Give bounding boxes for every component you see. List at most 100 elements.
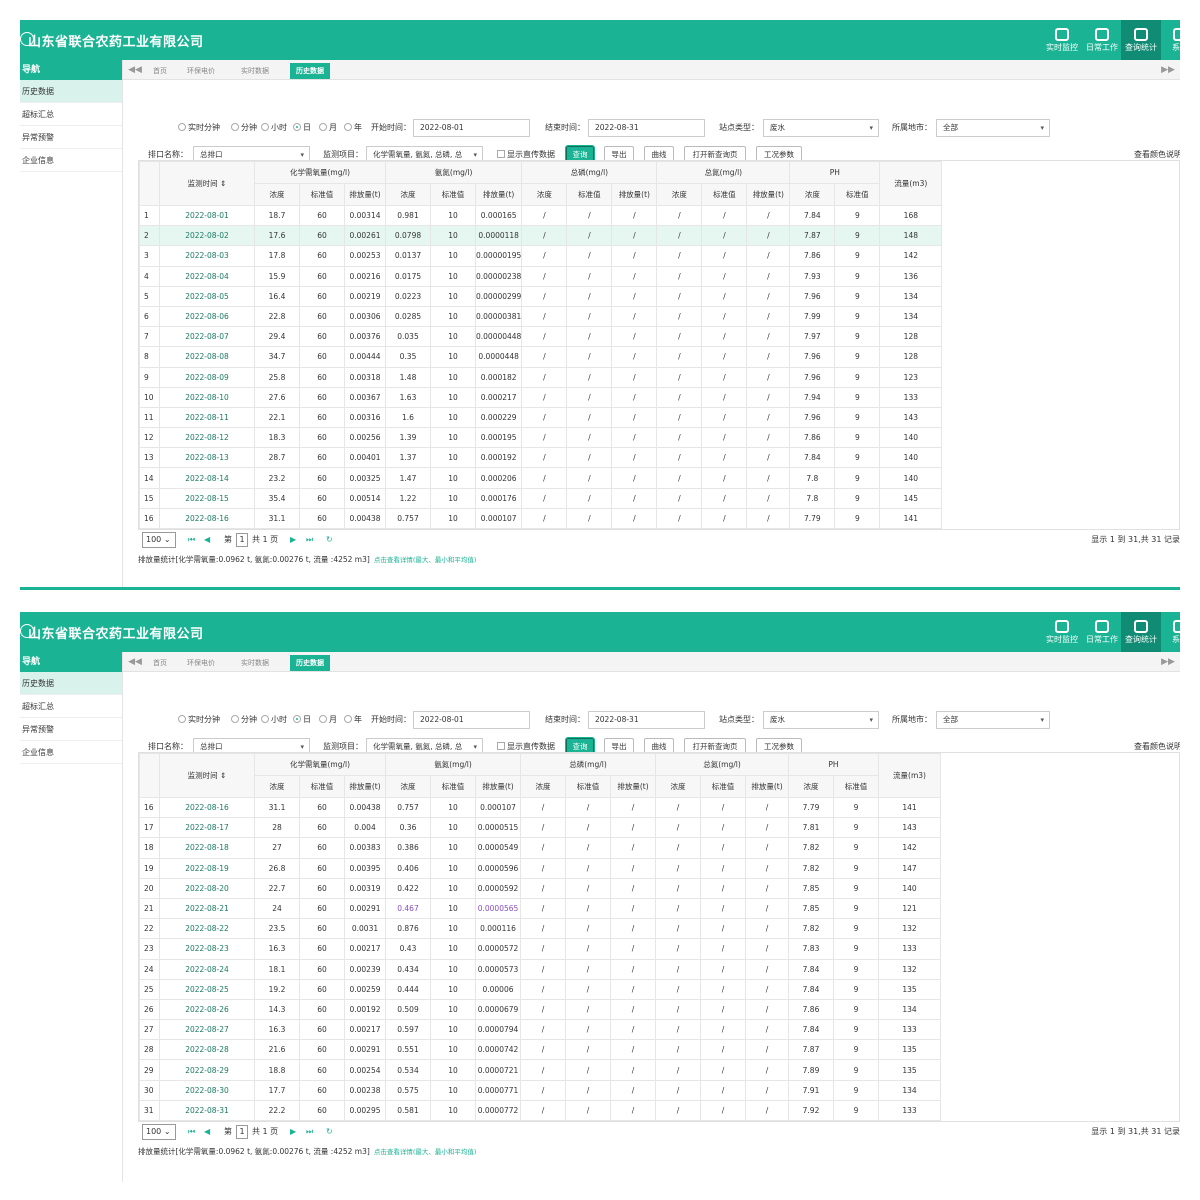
- summary-detail-link[interactable]: 点击查看详情(最大、最小和平均值): [373, 1148, 477, 1156]
- next-page-icon[interactable]: ▶: [290, 535, 297, 544]
- granularity-radio[interactable]: 分钟: [231, 712, 257, 728]
- sidebar-item[interactable]: 异常预警: [20, 126, 122, 149]
- table-row[interactable]: 4 2022-08-04 15.9 60 0.00216 0.0175 10 0.000002…: [139, 265, 943, 287]
- tab-2[interactable]: 实时数据: [241, 67, 269, 75]
- table-row[interactable]: 25 2022-08-25 19.2 60 0.00259 0.444 10 0.00006/…: [139, 978, 941, 1000]
- sidebar-item[interactable]: 超标汇总: [20, 695, 122, 718]
- tab-scroll-right-icon[interactable]: ▶▶: [1161, 65, 1175, 75]
- table-row[interactable]: 17 2022-08-17 28 60 0.004 0.36 10 0.0000515// / /…: [139, 817, 941, 839]
- next-page-icon[interactable]: ▶: [290, 1127, 297, 1136]
- table-row[interactable]: 8 2022-08-08 34.7 60 0.00444 0.35 10 0.0000448/…: [139, 346, 943, 368]
- color-legend-link[interactable]: 查看颜色说明: [1134, 150, 1180, 159]
- first-page-icon[interactable]: ⏮: [188, 535, 196, 544]
- table-row[interactable]: 27 2022-08-27 16.3 60 0.00217 0.597 10 0.000079…: [139, 1019, 941, 1041]
- radio-indicator-icon[interactable]: [178, 715, 186, 723]
- region-select[interactable]: 全部 ▾: [936, 119, 1050, 137]
- header-nav-chart[interactable]: 查询统计: [1121, 612, 1161, 652]
- sidebar-item[interactable]: 企业信息: [20, 149, 122, 172]
- station-type-select[interactable]: 废水 ▾: [763, 711, 879, 729]
- summary-detail-link[interactable]: 点击查看详情(最大、最小和平均值): [373, 556, 477, 564]
- table-row[interactable]: 9 2022-08-09 25.8 60 0.00318 1.48 10 0.000182//…: [139, 366, 943, 388]
- table-row[interactable]: 26 2022-08-26 14.3 60 0.00192 0.509 10 0.000067…: [139, 998, 941, 1021]
- tab-1[interactable]: 环保电价: [187, 67, 215, 75]
- radio-indicator-icon[interactable]: [344, 123, 352, 131]
- header-nav-gear[interactable]: 系统: [1160, 612, 1180, 652]
- last-page-icon[interactable]: ⏭: [306, 535, 314, 544]
- table-row[interactable]: 23 2022-08-23 16.3 60 0.00217 0.43 10 0.0000572…: [139, 938, 941, 960]
- tab-2[interactable]: 实时数据: [241, 659, 269, 667]
- table-row[interactable]: 19 2022-08-19 26.8 60 0.00395 0.406 10 0.000059…: [139, 857, 941, 879]
- tab-scroll-left-icon[interactable]: ◀◀: [128, 65, 142, 75]
- tab-0[interactable]: 首页: [153, 659, 167, 667]
- end-time-input[interactable]: 2022-08-31: [588, 711, 705, 729]
- tab-scroll-left-icon[interactable]: ◀◀: [128, 657, 142, 667]
- header-nav-database[interactable]: 实时监控: [1042, 20, 1082, 60]
- end-time-input[interactable]: 2022-08-31: [588, 119, 705, 137]
- sidebar-item[interactable]: 企业信息: [20, 741, 122, 764]
- table-row[interactable]: 7 2022-08-07 29.4 60 0.00376 0.035 10 0.0000044…: [139, 326, 943, 348]
- tab-1[interactable]: 环保电价: [187, 659, 215, 667]
- radio-indicator-icon[interactable]: [261, 123, 269, 131]
- query-button[interactable]: 查询: [565, 737, 595, 757]
- radio-indicator-icon[interactable]: [319, 715, 327, 723]
- sidebar-item[interactable]: 超标汇总: [20, 103, 122, 126]
- last-page-icon[interactable]: ⏭: [306, 1127, 314, 1136]
- table-row[interactable]: 22 2022-08-22 23.5 60 0.0031 0.876 10 0.000116/…: [139, 918, 941, 940]
- table-row[interactable]: 14 2022-08-14 23.2 60 0.00325 1.47 10 0.000206/…: [139, 467, 943, 489]
- start-time-input[interactable]: 2022-08-01: [413, 711, 530, 729]
- granularity-radio[interactable]: 月: [319, 712, 337, 728]
- refresh-icon[interactable]: ↻: [326, 535, 333, 544]
- page-number-input[interactable]: 1: [236, 533, 248, 547]
- granularity-radio[interactable]: 分钟: [231, 120, 257, 136]
- granularity-radio[interactable]: 实时分钟: [178, 712, 220, 728]
- table-row[interactable]: 28 2022-08-28 21.6 60 0.00291 0.551 10 0.000074…: [139, 1039, 941, 1061]
- time-column-header[interactable]: 监测时间 ⇕: [159, 753, 255, 798]
- first-page-icon[interactable]: ⏮: [188, 1127, 196, 1136]
- table-row[interactable]: 5 2022-08-05 16.4 60 0.00219 0.0223 10 0.000002…: [139, 285, 943, 307]
- table-row[interactable]: 31 2022-08-31 22.2 60 0.00295 0.581 10 0.000077…: [139, 1099, 941, 1121]
- refresh-icon[interactable]: ↻: [326, 1127, 333, 1136]
- radio-indicator-icon[interactable]: [319, 123, 327, 131]
- table-row[interactable]: 20 2022-08-20 22.7 60 0.00319 0.422 10 0.000059…: [139, 877, 941, 899]
- color-legend-link[interactable]: 查看颜色说明: [1134, 742, 1180, 751]
- radio-indicator-icon[interactable]: [178, 123, 186, 131]
- table-row[interactable]: 15 2022-08-15 35.4 60 0.00514 1.22 10 0.000176/…: [139, 487, 943, 509]
- region-select[interactable]: 全部 ▾: [936, 711, 1050, 729]
- prev-page-icon[interactable]: ◀: [204, 535, 211, 544]
- table-row[interactable]: 21 2022-08-21 24 60 0.00291 0.467 10 0.0000565/…: [139, 897, 941, 920]
- granularity-radio[interactable]: 小时: [261, 120, 287, 136]
- granularity-radio[interactable]: 日: [293, 712, 311, 728]
- prev-page-icon[interactable]: ◀: [204, 1127, 211, 1136]
- page-size-select[interactable]: 100 ⌄: [142, 532, 176, 548]
- table-row[interactable]: 12 2022-08-12 18.3 60 0.00256 1.39 10 0.000195/…: [139, 427, 943, 449]
- granularity-radio[interactable]: 小时: [261, 712, 287, 728]
- header-nav-database[interactable]: 实时监控: [1042, 612, 1082, 652]
- radio-indicator-icon[interactable]: [344, 715, 352, 723]
- table-row[interactable]: 24 2022-08-24 18.1 60 0.00239 0.434 10 0.000057…: [139, 958, 941, 980]
- granularity-radio[interactable]: 年: [344, 712, 362, 728]
- start-time-input[interactable]: 2022-08-01: [413, 119, 530, 137]
- table-row[interactable]: 30 2022-08-30 17.7 60 0.00238 0.575 10 0.000077…: [139, 1079, 941, 1101]
- radio-indicator-icon[interactable]: [231, 715, 239, 723]
- granularity-radio[interactable]: 月: [319, 120, 337, 136]
- granularity-radio[interactable]: 实时分钟: [178, 120, 220, 136]
- radio-indicator-icon[interactable]: [293, 715, 301, 723]
- show-transmitted-checkbox[interactable]: 显示直传数据: [497, 147, 555, 163]
- table-row[interactable]: 13 2022-08-13 28.7 60 0.00401 1.37 10 0.000192/…: [139, 447, 943, 469]
- table-row[interactable]: 1 2022-08-01 18.7 60 0.00314 0.981 10 0.000165/…: [139, 204, 943, 227]
- station-type-select[interactable]: 废水 ▾: [763, 119, 879, 137]
- tab-3[interactable]: 历史数据: [290, 63, 330, 79]
- table-row[interactable]: 18 2022-08-18 27 60 0.00383 0.386 10 0.0000549/…: [139, 837, 941, 859]
- sidebar-item[interactable]: 历史数据: [20, 80, 122, 103]
- sidebar-item[interactable]: 异常预警: [20, 718, 122, 741]
- tab-3[interactable]: 历史数据: [290, 655, 330, 671]
- time-column-header[interactable]: 监测时间 ⇕: [159, 161, 255, 206]
- header-nav-gear[interactable]: 系统: [1160, 20, 1180, 60]
- checkbox-icon[interactable]: [497, 742, 505, 750]
- table-row[interactable]: 16 2022-08-16 31.1 60 0.00438 0.757 10 0.000107…: [139, 796, 941, 819]
- tab-0[interactable]: 首页: [153, 67, 167, 75]
- page-number-input[interactable]: 1: [236, 1125, 248, 1139]
- tab-scroll-right-icon[interactable]: ▶▶: [1161, 657, 1175, 667]
- header-nav-chart[interactable]: 查询统计: [1121, 20, 1161, 60]
- table-row[interactable]: 2 2022-08-02 17.6 60 0.00261 0.0798 10 0.000011…: [139, 225, 943, 247]
